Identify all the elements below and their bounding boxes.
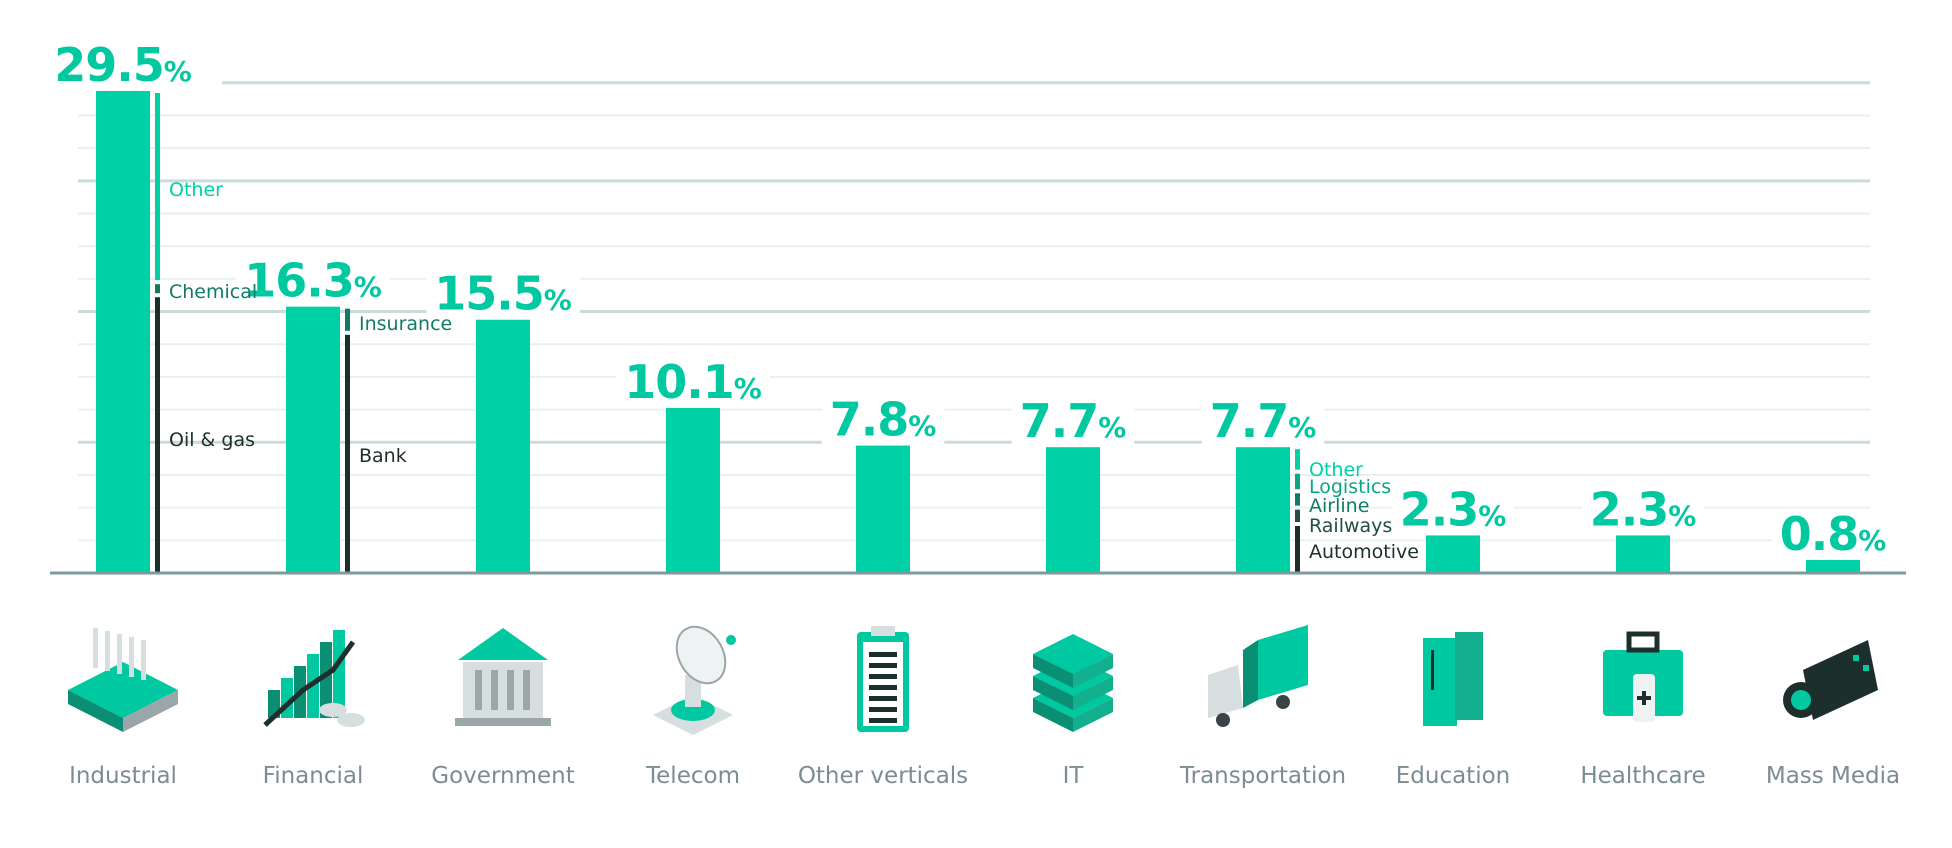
bar: [1616, 535, 1670, 573]
bar: [856, 445, 910, 573]
bar: [286, 306, 340, 573]
value-label: 2.3%: [1590, 482, 1697, 536]
value-label: 7.7%: [1210, 394, 1317, 448]
value-percent-sign: %: [354, 271, 382, 304]
value-label-backing: [1771, 512, 1895, 559]
bar: [1426, 535, 1480, 573]
value-label: 0.8%: [1780, 507, 1887, 561]
breakdown-segment: [155, 297, 160, 573]
value-number: 7.7: [1020, 394, 1099, 448]
value-label: 7.8%: [830, 393, 937, 447]
bars: [96, 90, 1860, 573]
breakdown-label: Railways: [1309, 515, 1392, 537]
breakdown-segment: [1295, 525, 1300, 573]
breakdown-label: Airline: [1309, 495, 1369, 517]
category-icons: [68, 625, 1878, 735]
breakdown-label: Bank: [359, 445, 407, 467]
breakdown-label: Insurance: [359, 313, 452, 335]
breakdown-segment: [345, 334, 350, 573]
government-building-icon: [455, 628, 551, 726]
value-number: 2.3: [1400, 482, 1479, 536]
breakdown-label: Other: [1309, 459, 1363, 481]
value-number: 29.5: [54, 38, 164, 92]
value-percent-sign: %: [1668, 499, 1696, 532]
value-number: 0.8: [1780, 507, 1859, 561]
breakdown-segment: [1295, 509, 1300, 522]
bar: [96, 90, 150, 573]
satellite-dish-icon: [653, 625, 736, 735]
category-label: Healthcare: [1580, 763, 1705, 789]
value-label-backing: [616, 360, 770, 407]
value-number: 16.3: [244, 254, 354, 308]
value-label-backing: [236, 259, 390, 306]
value-number: 7.8: [830, 393, 909, 447]
breakdown-label: Oil & gas: [169, 429, 255, 451]
value-label-backing: [46, 43, 200, 90]
category-label: Education: [1396, 763, 1511, 789]
category-labels: Industrial Financial Government Telecom Othe…: [69, 763, 1900, 789]
value-label-backing: [1201, 400, 1325, 447]
value-label: 15.5%: [434, 267, 572, 321]
category-label: IT: [1063, 763, 1085, 789]
value-label: 29.5%: [54, 38, 192, 92]
books-icon: [1423, 632, 1483, 726]
value-label-backing: [1391, 488, 1515, 535]
financial-growth-icon: [263, 630, 365, 727]
breakdown-segment: [155, 92, 160, 281]
value-number: 10.1: [624, 355, 734, 409]
breakdown-label: Chemical: [169, 281, 257, 303]
value-labels: 29.5%16.3% 15.5%10.1%7.8% 7.7% 7.7%2.3% 2.3%…: [46, 38, 1895, 561]
value-label-backing: [1011, 400, 1135, 447]
bar: [1806, 559, 1860, 573]
server-stack-icon: [1033, 634, 1113, 732]
value-label: 10.1%: [624, 355, 762, 409]
value-percent-sign: %: [1858, 524, 1886, 557]
value-percent-sign: %: [734, 372, 762, 405]
value-number: 15.5: [434, 267, 544, 321]
breakdown-segment: [155, 284, 160, 294]
value-label-backing: [426, 272, 580, 319]
value-label: 16.3%: [244, 254, 382, 308]
breakdown-segment: [345, 308, 350, 331]
value-label: 7.7%: [1020, 394, 1127, 448]
value-number: 2.3: [1590, 482, 1669, 536]
factory-icon: [68, 628, 178, 732]
breakdown-label: Logistics: [1309, 476, 1391, 498]
breakdown-segment: [1295, 493, 1300, 506]
breakdown-segment: [1295, 473, 1300, 490]
value-percent-sign: %: [544, 284, 572, 317]
bar: [1236, 447, 1290, 573]
category-label: Financial: [263, 763, 364, 789]
breakdown-annotations: Oil & gas Chemical Other Bank Insurance Autom…: [155, 92, 1419, 573]
first-aid-kit-icon: [1603, 631, 1683, 722]
category-label: Government: [431, 763, 574, 789]
value-label-backing: [1581, 488, 1705, 535]
clipboard-icon: [857, 626, 909, 732]
video-camera-icon: [1783, 640, 1878, 720]
category-label: Mass Media: [1766, 763, 1900, 789]
category-label: Industrial: [69, 763, 177, 789]
value-percent-sign: %: [164, 55, 192, 88]
value-percent-sign: %: [1478, 499, 1506, 532]
value-label-backing: [821, 398, 945, 445]
category-label: Transportation: [1179, 763, 1346, 789]
value-label: 2.3%: [1400, 482, 1507, 536]
bar: [476, 319, 530, 573]
value-percent-sign: %: [1098, 411, 1126, 444]
breakdown-label: Automotive: [1309, 541, 1419, 563]
value-percent-sign: %: [908, 410, 936, 443]
truck-icon: [1208, 625, 1308, 727]
category-label: Other verticals: [798, 763, 968, 789]
category-label: Telecom: [645, 763, 740, 789]
breakdown-segment: [1295, 449, 1300, 470]
value-percent-sign: %: [1288, 411, 1316, 444]
gridlines: [78, 81, 1870, 542]
value-number: 7.7: [1210, 394, 1289, 448]
bar: [666, 407, 720, 573]
breakdown-label: Other: [169, 179, 223, 201]
bar: [1046, 447, 1100, 573]
